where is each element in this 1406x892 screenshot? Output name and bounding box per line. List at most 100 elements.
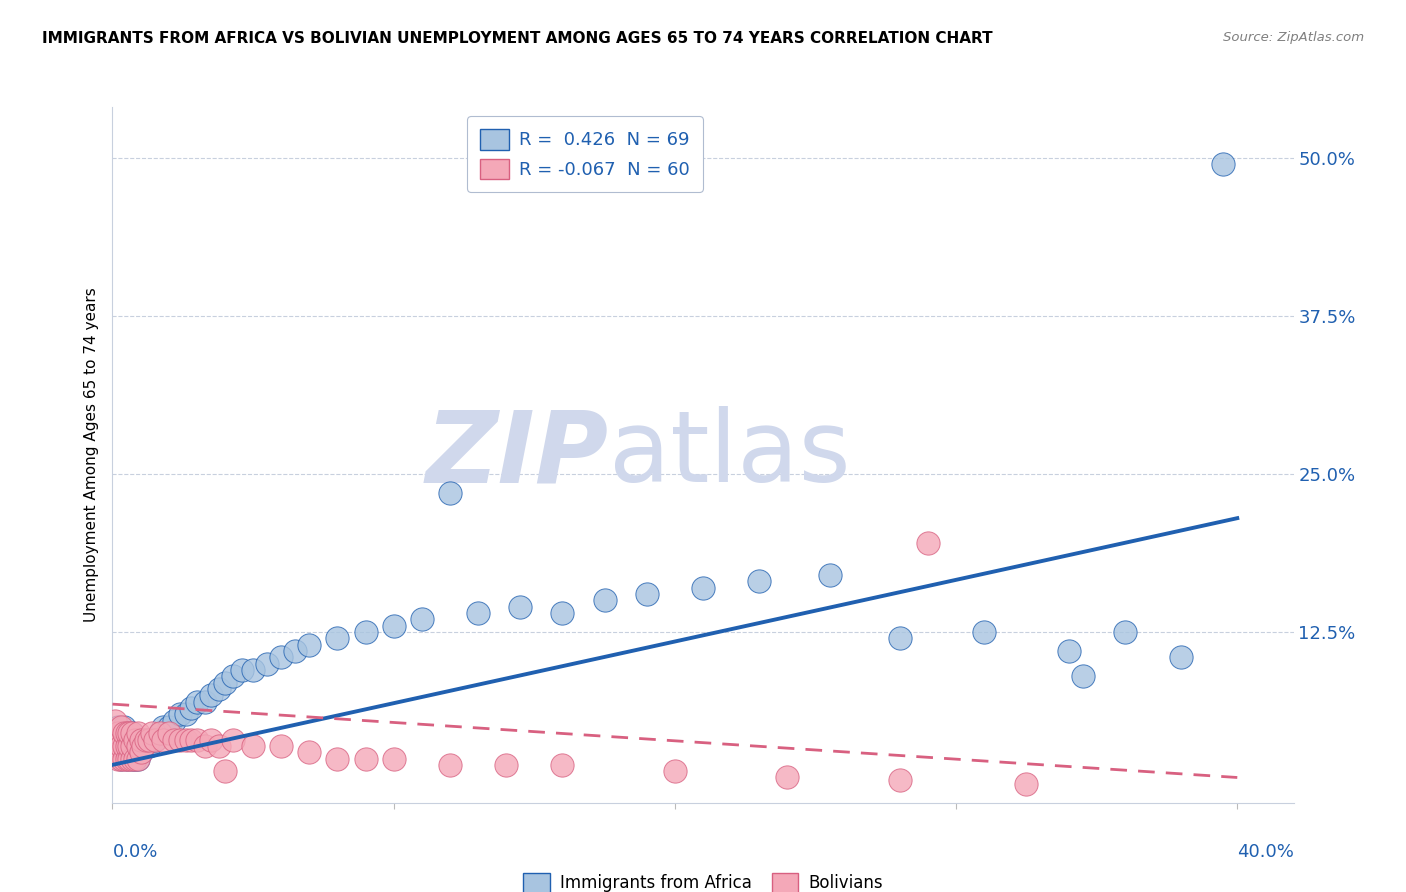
Point [354, 625, 377, 640]
Point [112, 745, 135, 759]
Point [110, 739, 132, 753]
Point [495, 757, 517, 772]
Point [135, 732, 157, 747]
Point [112, 726, 135, 740]
Point [284, 644, 307, 658]
Point [186, 695, 208, 709]
Point [664, 764, 686, 779]
Point [143, 732, 166, 747]
Point [467, 606, 489, 620]
Point [270, 739, 292, 753]
Point [107, 726, 129, 740]
Point [152, 720, 174, 734]
Point [107, 739, 129, 753]
Text: ZIP: ZIP [426, 407, 609, 503]
Point [692, 581, 714, 595]
Point [127, 751, 149, 765]
Point [121, 726, 143, 740]
Point [776, 771, 799, 785]
Point [121, 751, 143, 765]
Point [326, 751, 349, 765]
Point [973, 625, 995, 640]
Point [121, 726, 143, 740]
Point [214, 675, 236, 690]
Point [112, 732, 135, 747]
Point [107, 745, 129, 759]
Point [143, 732, 166, 747]
Point [127, 739, 149, 753]
Point [593, 593, 616, 607]
Point [439, 757, 461, 772]
Point [127, 739, 149, 753]
Point [149, 726, 172, 740]
Point [200, 732, 222, 747]
Point [104, 714, 127, 728]
Point [1114, 625, 1136, 640]
Point [1071, 669, 1094, 683]
Point [270, 650, 292, 665]
Point [107, 751, 129, 765]
Point [917, 536, 939, 550]
Point [242, 739, 264, 753]
Point [110, 720, 132, 734]
Point [115, 739, 138, 753]
Point [129, 745, 152, 759]
Point [141, 732, 163, 747]
Point [115, 751, 138, 765]
Point [107, 732, 129, 747]
Legend: Immigrants from Africa, Bolivians: Immigrants from Africa, Bolivians [513, 863, 893, 892]
Text: 40.0%: 40.0% [1237, 843, 1294, 861]
Point [149, 726, 172, 740]
Point [104, 739, 127, 753]
Point [132, 739, 155, 753]
Point [298, 638, 321, 652]
Point [354, 751, 377, 765]
Point [110, 726, 132, 740]
Point [110, 751, 132, 765]
Point [104, 745, 127, 759]
Text: atlas: atlas [609, 407, 851, 503]
Point [242, 663, 264, 677]
Point [138, 739, 160, 753]
Point [115, 726, 138, 740]
Text: IMMIGRANTS FROM AFRICA VS BOLIVIAN UNEMPLOYMENT AMONG AGES 65 TO 74 YEARS CORREL: IMMIGRANTS FROM AFRICA VS BOLIVIAN UNEMP… [42, 31, 993, 46]
Point [112, 739, 135, 753]
Point [889, 772, 911, 787]
Point [118, 732, 141, 747]
Point [129, 732, 152, 747]
Point [124, 739, 146, 753]
Point [1057, 644, 1080, 658]
Point [115, 751, 138, 765]
Text: 0.0%: 0.0% [112, 843, 157, 861]
Point [110, 739, 132, 753]
Point [174, 707, 197, 722]
Point [124, 751, 146, 765]
Point [169, 732, 191, 747]
Point [157, 726, 180, 740]
Point [118, 726, 141, 740]
Point [231, 663, 253, 677]
Point [121, 751, 143, 765]
Point [132, 739, 155, 753]
Point [112, 720, 135, 734]
Point [551, 757, 574, 772]
Point [118, 739, 141, 753]
Point [222, 732, 245, 747]
Point [186, 732, 208, 747]
Point [889, 632, 911, 646]
Point [135, 732, 157, 747]
Point [121, 739, 143, 753]
Y-axis label: Unemployment Among Ages 65 to 74 years: Unemployment Among Ages 65 to 74 years [83, 287, 98, 623]
Point [115, 726, 138, 740]
Point [208, 681, 231, 696]
Point [152, 732, 174, 747]
Point [141, 726, 163, 740]
Point [174, 732, 197, 747]
Point [411, 612, 433, 626]
Point [127, 751, 149, 765]
Point [818, 568, 841, 582]
Point [169, 707, 191, 722]
Point [129, 732, 152, 747]
Point [439, 486, 461, 500]
Point [208, 739, 231, 753]
